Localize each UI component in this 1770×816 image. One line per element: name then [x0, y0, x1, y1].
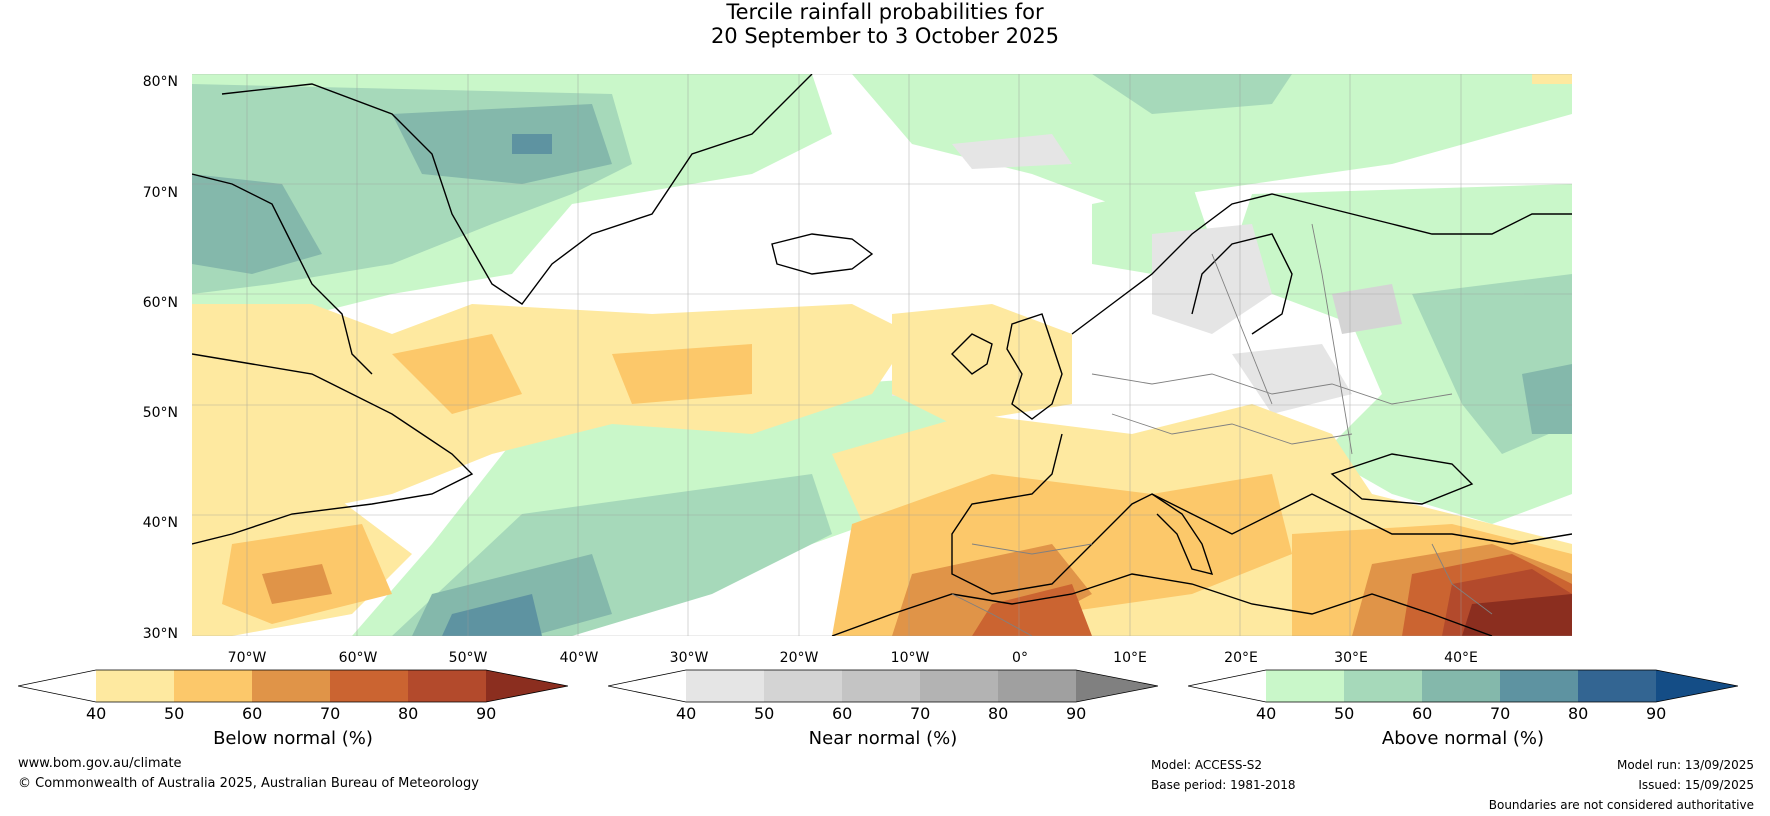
cb0-swatch-5: [408, 670, 486, 702]
colorbar-near-normal-swatches: [607, 669, 1159, 703]
cb1-swatch-6: [1076, 670, 1158, 702]
graticule: [192, 74, 1572, 636]
below-normal-tick-60: 60: [242, 704, 263, 723]
cb0-swatch-2: [174, 670, 252, 702]
country-borders: [951, 223, 1493, 636]
colorbar-above-normal: 40 50 60 70 80 90 Above normal (%): [1187, 668, 1739, 749]
below-normal-title: Below normal (%): [213, 728, 373, 749]
above-normal-tick-60: 60: [1412, 704, 1433, 723]
colorbar-near-normal: 40 50 60 70 80 90 Near normal (%): [607, 668, 1159, 749]
colorbar-below-normal-swatches: [17, 669, 569, 703]
cb2-swatch-1: [1266, 670, 1344, 702]
colorbar-below-normal: 40 50 60 70 80 90 Below normal (%): [17, 668, 569, 749]
near-normal-tick-90: 90: [1066, 704, 1087, 723]
lon-label-40e: 40°E: [1444, 650, 1478, 666]
cb2-swatch-3: [1422, 670, 1500, 702]
below-normal-tick-70: 70: [320, 704, 341, 723]
lon-label-10w: 10°W: [890, 650, 930, 666]
lon-label-0: 0°: [1012, 650, 1028, 666]
lon-label-30w: 30°W: [669, 650, 709, 666]
near-normal-title: Near normal (%): [808, 728, 958, 749]
above-normal-tick-50: 50: [1334, 704, 1355, 723]
cb1-swatch-2: [764, 670, 842, 702]
cb0-swatch-4: [330, 670, 408, 702]
below-normal-regions: [192, 74, 1572, 636]
title-line-2: 20 September to 3 October 2025: [710, 24, 1060, 48]
near-normal-tick-60: 60: [832, 704, 853, 723]
lat-label-70n: 70°N: [142, 185, 178, 201]
footer-issued: Issued: 15/09/2025: [1638, 778, 1754, 792]
cb1-swatch-4: [920, 670, 998, 702]
below-normal-tick-40: 40: [86, 704, 107, 723]
lon-label-70w: 70°W: [227, 650, 267, 666]
footer-base-period: Base period: 1981-2018: [1151, 778, 1296, 792]
lat-label-50n: 50°N: [142, 405, 178, 421]
lat-label-40n: 40°N: [142, 515, 178, 531]
above-normal-tick-90: 90: [1646, 704, 1667, 723]
near-normal-tick-80: 80: [988, 704, 1009, 723]
lon-label-40w: 40°W: [559, 650, 599, 666]
lat-label-30n: 30°N: [142, 626, 178, 642]
map-svg: [192, 74, 1572, 636]
lon-label-30e: 30°E: [1334, 650, 1368, 666]
near-normal-tick-70: 70: [910, 704, 931, 723]
cb1-swatch-1: [686, 670, 764, 702]
above-normal-regions: [192, 74, 1572, 636]
lon-label-10e: 10°E: [1113, 650, 1147, 666]
footer-url[interactable]: www.bom.gov.au/climate: [18, 756, 182, 771]
below-normal-tick-80: 80: [398, 704, 419, 723]
map-title: Tercile rainfall probabilities for 20 Se…: [0, 0, 1770, 48]
lon-label-50w: 50°W: [448, 650, 488, 666]
above-normal-tick-40: 40: [1256, 704, 1277, 723]
lat-label-80n: 80°N: [142, 74, 178, 90]
near-normal-regions: [892, 134, 1402, 414]
cb1-swatch-5: [998, 670, 1076, 702]
rainfall-probability-map: [192, 74, 1572, 636]
above-normal-title: Above normal (%): [1381, 728, 1545, 749]
colorbar-above-normal-swatches: [1187, 669, 1739, 703]
near-normal-tick-40: 40: [676, 704, 697, 723]
title-line-1: Tercile rainfall probabilities for: [726, 0, 1044, 24]
cb0-swatch-3: [252, 670, 330, 702]
cb0-swatch-6: [486, 670, 568, 702]
above-normal-tick-70: 70: [1490, 704, 1511, 723]
footer-model-run: Model run: 13/09/2025: [1616, 758, 1754, 772]
lat-label-60n: 60°N: [142, 295, 178, 311]
cb2-swatch-0: [1188, 670, 1266, 702]
near-normal-tick-50: 50: [754, 704, 775, 723]
below-normal-tick-50: 50: [164, 704, 185, 723]
cb1-swatch-0: [608, 670, 686, 702]
cb2-swatch-5: [1578, 670, 1656, 702]
lon-label-20e: 20°E: [1224, 650, 1258, 666]
footer-copyright: © Commonwealth of Australia 2025, Austra…: [18, 776, 479, 791]
cb0-swatch-1: [96, 670, 174, 702]
cb2-swatch-2: [1344, 670, 1422, 702]
lon-label-20w: 20°W: [779, 650, 819, 666]
footer-disclaimer: Boundaries are not considered authoritat…: [1488, 798, 1754, 812]
below-normal-tick-90: 90: [476, 704, 497, 723]
lon-label-60w: 60°W: [338, 650, 378, 666]
coastlines: [192, 74, 1572, 636]
footer-model: Model: ACCESS-S2: [1151, 758, 1263, 772]
cb0-swatch-0: [18, 670, 96, 702]
cb2-swatch-4: [1500, 670, 1578, 702]
above-normal-tick-80: 80: [1568, 704, 1589, 723]
cb1-swatch-3: [842, 670, 920, 702]
cb2-swatch-6: [1656, 670, 1738, 702]
